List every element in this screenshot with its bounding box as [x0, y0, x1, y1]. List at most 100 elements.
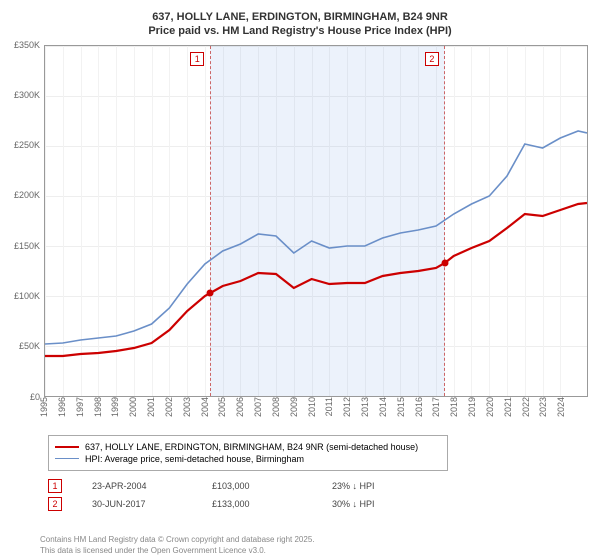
shade-band: [210, 46, 445, 396]
sale-marker-1: 1: [190, 52, 204, 66]
x-tick-label: 2001: [146, 397, 156, 417]
gridline-v: [258, 46, 259, 396]
gridline-v: [81, 46, 82, 396]
gridline-v: [98, 46, 99, 396]
gridline-v: [543, 46, 544, 396]
x-tick-label: 1996: [57, 397, 67, 417]
x-tick-label: 2023: [538, 397, 548, 417]
gridline-h: [45, 96, 587, 97]
title-line-1: 637, HOLLY LANE, ERDINGTON, BIRMINGHAM, …: [8, 10, 592, 24]
transaction-price: £133,000: [212, 499, 302, 509]
gridline-v: [560, 46, 561, 396]
x-tick-label: 2019: [467, 397, 477, 417]
y-axis-labels: £0£50K£100K£150K£200K£250K£300K£350K: [8, 45, 42, 397]
title-line-2: Price paid vs. HM Land Registry's House …: [8, 24, 592, 38]
y-tick-label: £350K: [14, 40, 40, 50]
gridline-v: [223, 46, 224, 396]
gridline-v: [240, 46, 241, 396]
chart-container: 637, HOLLY LANE, ERDINGTON, BIRMINGHAM, …: [0, 0, 600, 560]
sale-marker-2: 2: [425, 52, 439, 66]
transaction-row: 2 30-JUN-2017 £133,000 30% ↓ HPI: [48, 497, 592, 511]
x-tick-label: 2015: [396, 397, 406, 417]
transaction-price: £103,000: [212, 481, 302, 491]
x-tick-label: 2000: [128, 397, 138, 417]
marker-2-icon: 2: [48, 497, 62, 511]
chart-title: 637, HOLLY LANE, ERDINGTON, BIRMINGHAM, …: [8, 10, 592, 39]
gridline-h: [45, 146, 587, 147]
x-tick-label: 2016: [414, 397, 424, 417]
x-tick-label: 2020: [485, 397, 495, 417]
plot-area: 12: [44, 45, 588, 397]
legend-label-property: 637, HOLLY LANE, ERDINGTON, BIRMINGHAM, …: [85, 442, 418, 452]
x-tick-label: 2003: [182, 397, 192, 417]
transaction-date: 30-JUN-2017: [92, 499, 182, 509]
x-tick-label: 2005: [217, 397, 227, 417]
gridline-v: [471, 46, 472, 396]
x-tick-label: 2004: [200, 397, 210, 417]
gridline-h: [45, 196, 587, 197]
gridline-v: [169, 46, 170, 396]
x-tick-label: 2002: [164, 397, 174, 417]
gridline-v: [116, 46, 117, 396]
x-tick-label: 1999: [110, 397, 120, 417]
x-tick-label: 1995: [39, 397, 49, 417]
x-tick-label: 1998: [93, 397, 103, 417]
x-tick-label: 2011: [324, 397, 334, 416]
transaction-date: 23-APR-2004: [92, 481, 182, 491]
gridline-v: [418, 46, 419, 396]
gridline-h: [45, 46, 587, 47]
series-property: [45, 203, 587, 356]
gridline-v: [347, 46, 348, 396]
x-tick-label: 2013: [360, 397, 370, 417]
gridline-h: [45, 346, 587, 347]
chart-area: £0£50K£100K£150K£200K£250K£300K£350K 12 …: [8, 45, 592, 425]
transaction-delta: 23% ↓ HPI: [332, 481, 422, 491]
y-tick-label: £50K: [19, 341, 40, 351]
legend-row: 637, HOLLY LANE, ERDINGTON, BIRMINGHAM, …: [55, 442, 441, 452]
x-tick-label: 2008: [271, 397, 281, 417]
attribution-line-2: This data is licensed under the Open Gov…: [40, 546, 592, 556]
gridline-v: [436, 46, 437, 396]
gridline-v: [329, 46, 330, 396]
gridline-v: [294, 46, 295, 396]
gridline-v: [205, 46, 206, 396]
sale-dot-1: [207, 289, 214, 296]
gridline-v: [45, 46, 46, 396]
gridline-v: [276, 46, 277, 396]
marker-1-icon: 1: [48, 479, 62, 493]
gridline-v: [63, 46, 64, 396]
x-tick-label: 2009: [289, 397, 299, 417]
legend-row: HPI: Average price, semi-detached house,…: [55, 454, 441, 464]
gridline-v: [312, 46, 313, 396]
x-axis-labels: 1995199619971998199920002001200220032004…: [44, 397, 588, 425]
transaction-delta: 30% ↓ HPI: [332, 499, 422, 509]
gridline-v: [365, 46, 366, 396]
gridline-v: [187, 46, 188, 396]
transaction-table: 1 23-APR-2004 £103,000 23% ↓ HPI 2 30-JU…: [48, 479, 592, 511]
y-tick-label: £150K: [14, 241, 40, 251]
sale-dot-2: [441, 259, 448, 266]
gridline-v: [507, 46, 508, 396]
x-tick-label: 2010: [307, 397, 317, 417]
gridline-v: [454, 46, 455, 396]
x-tick-label: 2021: [503, 397, 513, 417]
attribution-line-1: Contains HM Land Registry data © Crown c…: [40, 535, 592, 545]
x-tick-label: 2006: [235, 397, 245, 417]
x-tick-label: 2024: [556, 397, 566, 417]
y-tick-label: £250K: [14, 140, 40, 150]
legend-label-hpi: HPI: Average price, semi-detached house,…: [85, 454, 304, 464]
x-tick-label: 2014: [378, 397, 388, 417]
gridline-v: [489, 46, 490, 396]
series-svg: [45, 46, 587, 396]
series-hpi: [45, 131, 587, 344]
x-tick-label: 1997: [75, 397, 85, 417]
gridline-h: [45, 246, 587, 247]
gridline-v: [525, 46, 526, 396]
y-tick-label: £200K: [14, 190, 40, 200]
x-tick-label: 2017: [431, 397, 441, 417]
gridline-v: [152, 46, 153, 396]
x-tick-label: 2012: [342, 397, 352, 417]
x-tick-label: 2018: [449, 397, 459, 417]
x-tick-label: 2022: [521, 397, 531, 417]
attribution: Contains HM Land Registry data © Crown c…: [40, 535, 592, 556]
